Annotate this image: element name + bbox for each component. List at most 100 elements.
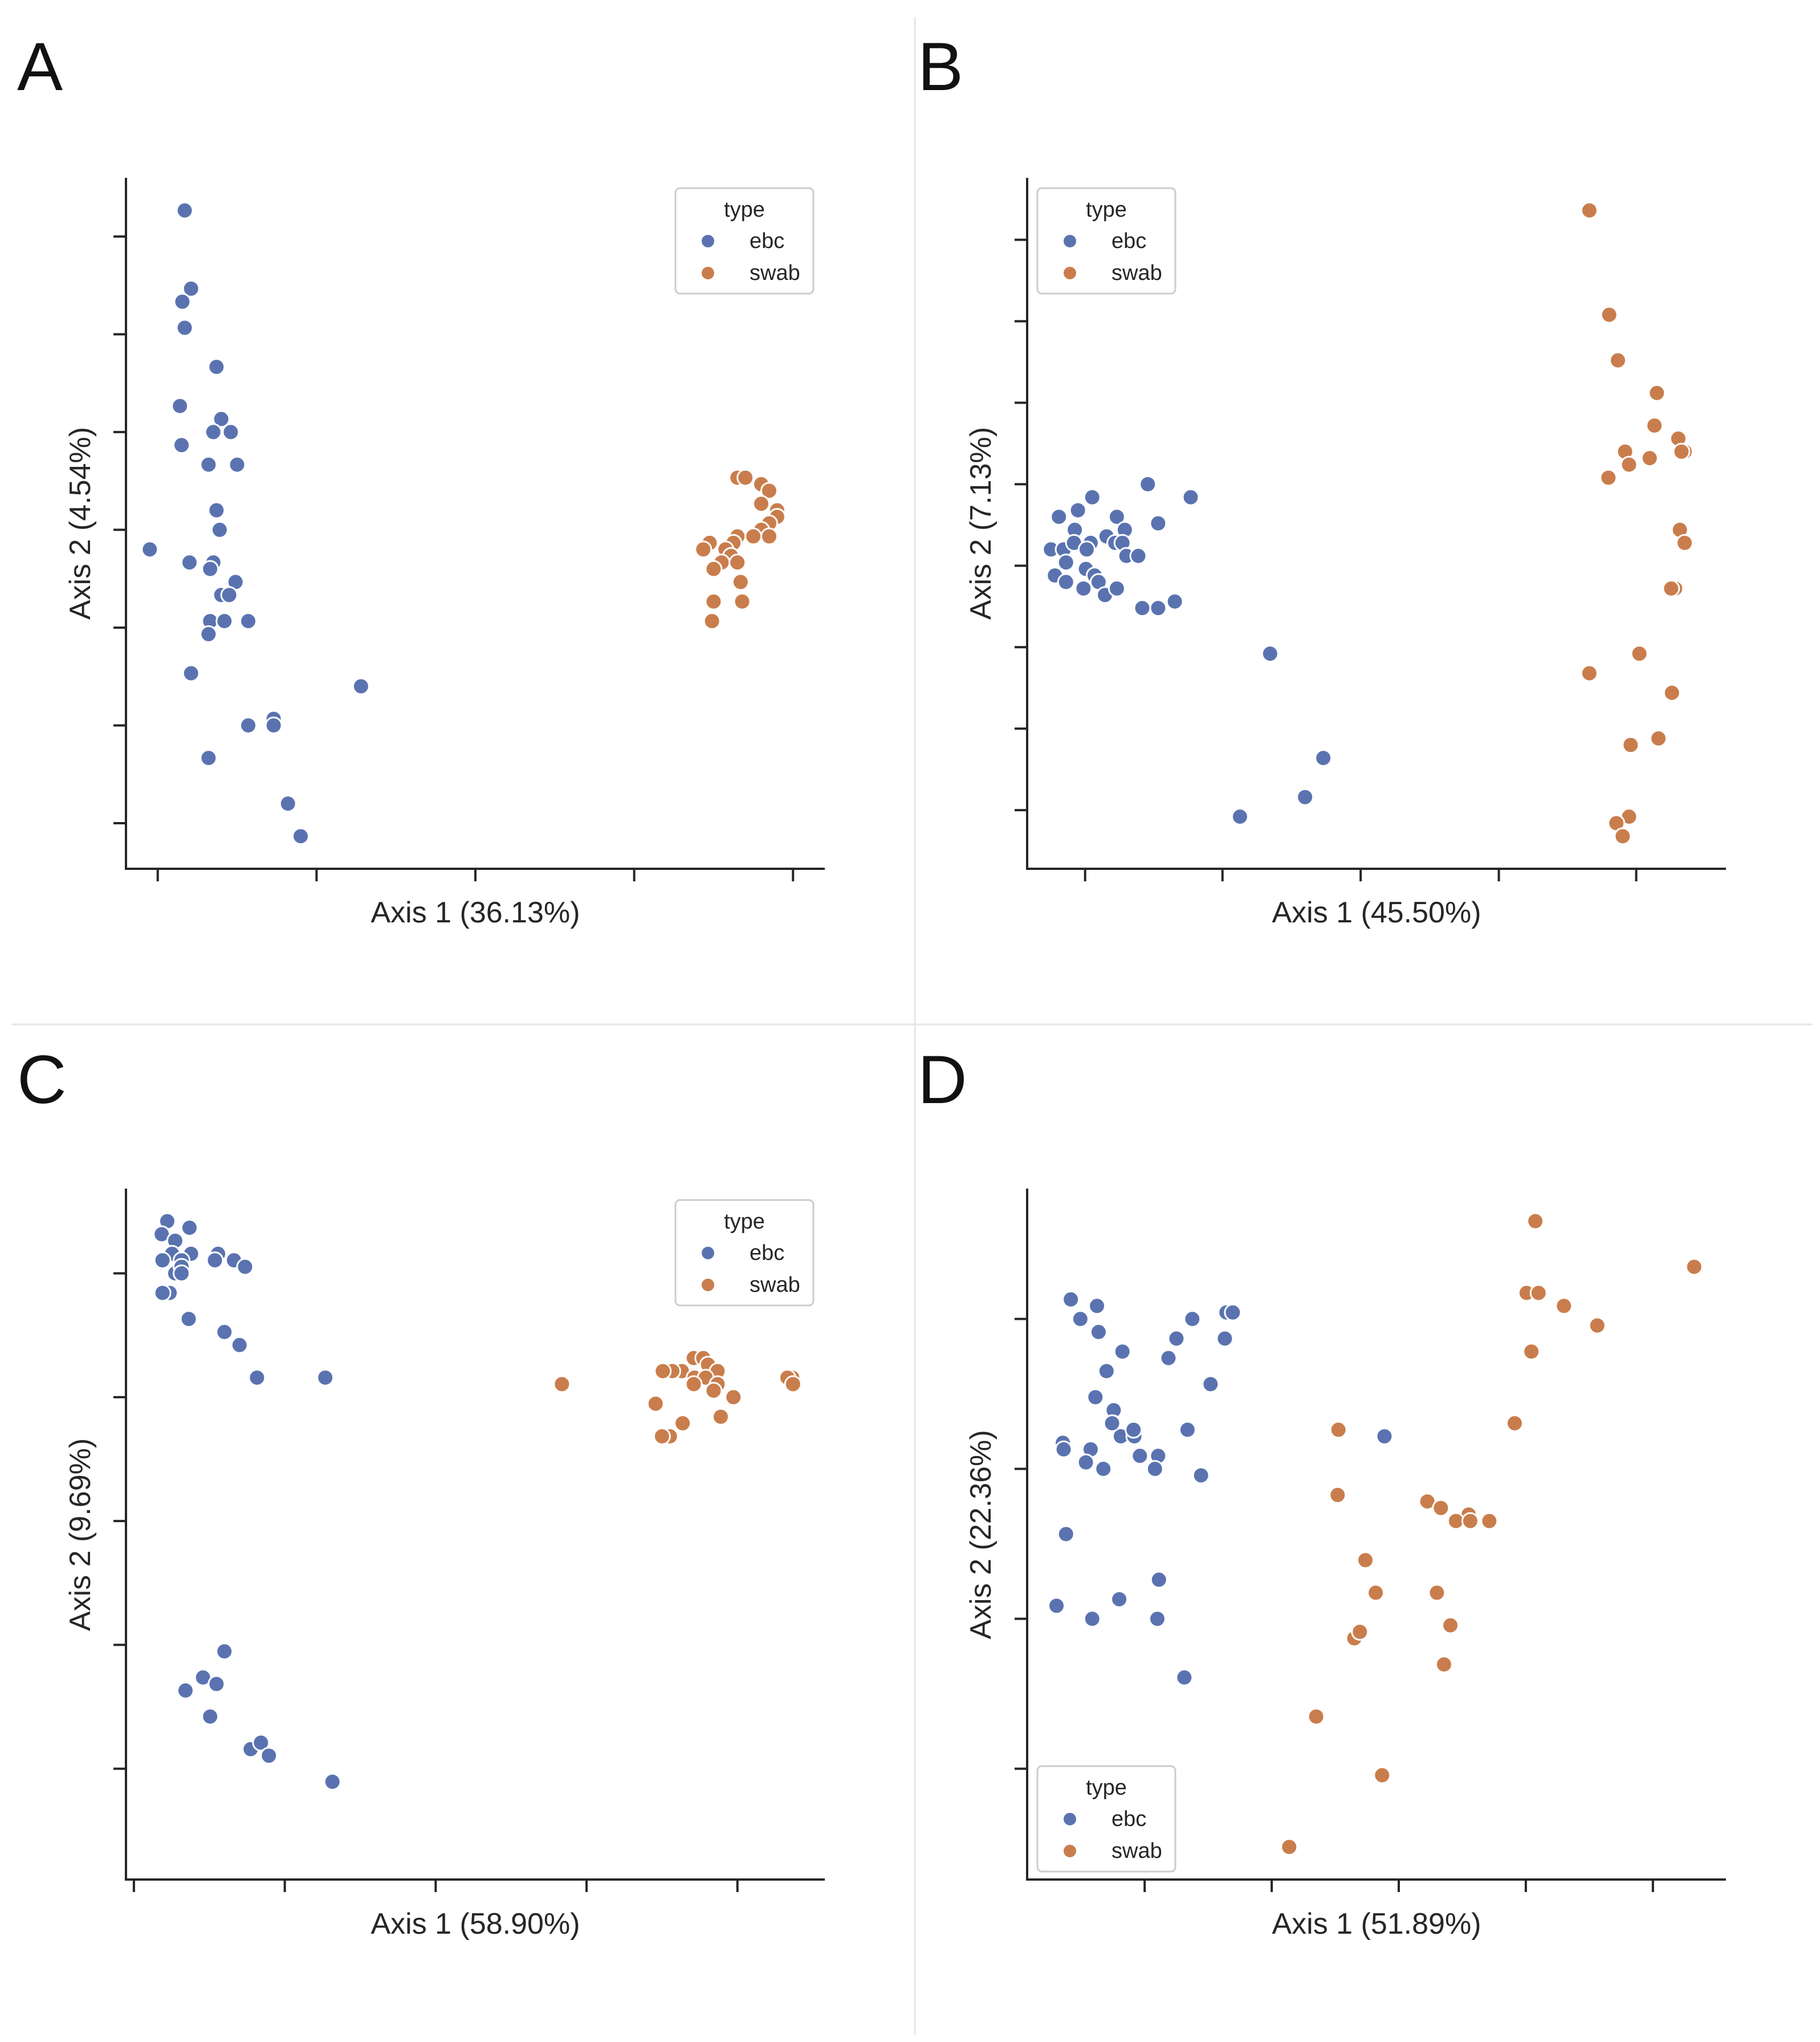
- panel-a: A Axis 1 (36.13%) Axis 2 (4.54%) type eb…: [17, 29, 825, 929]
- panel-a-legend-title: type: [724, 198, 765, 222]
- panel-b-swab-point-3: [1648, 384, 1666, 402]
- panel-d-swab-point-16: [1356, 1551, 1374, 1569]
- panel-d-legend-ebc: ebc: [1111, 1807, 1146, 1831]
- panel-b-axes: [1026, 178, 1726, 870]
- panel-c-legend-swab-marker: [701, 1278, 715, 1292]
- panel-b-ebc-point-16: [1077, 540, 1096, 559]
- panel-d-ebc-point-29: [1131, 1447, 1149, 1465]
- panel-c-ebc-point-8: [236, 1258, 254, 1276]
- panel-d-ylabel: Axis 2 (22.36%): [964, 1430, 997, 1639]
- panel-b-ebc-point-31: [1261, 645, 1279, 663]
- panel-a-ebc-point-17: [201, 560, 219, 578]
- panel-a-ebc-point-29: [264, 716, 283, 734]
- panel-d-swab-point-8: [1329, 1421, 1347, 1439]
- panel-d-swab-point-0: [1526, 1212, 1545, 1230]
- panel-b-swab-point-8: [1640, 449, 1659, 467]
- panel-a-swab-point-4: [752, 495, 771, 513]
- panel-c-swab-point-9: [654, 1362, 672, 1380]
- panel-a-ebc-point-11: [228, 455, 246, 474]
- panel-a-ebc-point-23: [239, 612, 258, 631]
- panel-a-swab-point-9: [744, 527, 763, 546]
- panel-d-ebc-point-0: [1062, 1290, 1080, 1308]
- panel-d-ebc-point-11: [1097, 1362, 1115, 1380]
- panel-d-ebc-point-25: [1054, 1440, 1073, 1458]
- panel-a-swab-point-1: [736, 469, 755, 487]
- panel-c-ebc-point-23: [176, 1681, 194, 1699]
- panel-a-legend: type ebc swab: [674, 187, 815, 295]
- panel-d-ebc-point-21: [1178, 1421, 1196, 1439]
- panel-b-ebc-point-27: [1108, 579, 1126, 597]
- panel-a-ebc-point-3: [176, 319, 194, 337]
- panel-b-ebc-point-34: [1231, 808, 1249, 826]
- panel-d-swab-point-14: [1461, 1512, 1479, 1530]
- panel-a-legend-ebc-marker: [701, 234, 715, 249]
- panel-d-xlabel: Axis 1 (51.89%): [1272, 1907, 1481, 1941]
- panel-a-swab-point-19: [705, 560, 723, 578]
- panel-c-xlabel: Axis 1 (58.90%): [370, 1907, 580, 1941]
- panel-b-xlabel: Axis 1 (45.50%): [1272, 896, 1481, 929]
- panel-b-legend-title: type: [1086, 198, 1127, 222]
- panel-c-ebc-point-19: [230, 1336, 249, 1354]
- panel-b-swab-point-13: [1676, 534, 1694, 552]
- panel-d-swab-point-1: [1685, 1258, 1703, 1276]
- panel-a-ebc-point-15: [180, 554, 198, 572]
- panel-b-ebc-point-32: [1314, 749, 1333, 767]
- panel-c-swab-point-15: [685, 1375, 703, 1393]
- panel-c-ylabel: Axis 2 (9.69%): [64, 1438, 97, 1631]
- panel-d-ebc-point-32: [1048, 1597, 1066, 1615]
- panel-a-ylabel: Axis 2 (4.54%): [64, 427, 97, 620]
- panel-d-swab-point-9: [1329, 1486, 1347, 1504]
- panel-b-ebc-point-18: [1129, 547, 1147, 565]
- panel-c-swab-point-12: [784, 1375, 802, 1393]
- panel-a-ebc-point-32: [292, 827, 310, 845]
- panel-d-swab-point-23: [1307, 1707, 1325, 1726]
- panel-c-ebc-point-25: [207, 1675, 226, 1693]
- panel-d-ebc-point-10: [1113, 1343, 1131, 1361]
- panel-c-ebc-point-28: [252, 1734, 270, 1752]
- panel-d-ebc-point-26: [1077, 1453, 1095, 1471]
- panel-d-swab-point-5: [1588, 1316, 1606, 1335]
- panel-a-swab-point-21: [705, 592, 723, 611]
- panel-d-ebc-point-20: [1375, 1427, 1394, 1445]
- panel-d-ebc-point-27: [1094, 1460, 1113, 1478]
- panel-d-legend-title: type: [1086, 1776, 1127, 1800]
- panel-a-ebc-point-31: [279, 795, 297, 813]
- panel-c-ebc-point-14: [173, 1264, 191, 1283]
- panel-d-ebc-point-28: [1146, 1460, 1164, 1478]
- panel-c-ebc-point-30: [323, 1772, 341, 1791]
- panel-a-ebc-point-8: [222, 423, 240, 441]
- panel-c-ebc-point-18: [215, 1323, 234, 1341]
- panel-b-legend: type ebc swab: [1036, 187, 1176, 295]
- panel-a-ebc-point-20: [220, 586, 238, 604]
- panel-d-ebc-point-6: [1089, 1323, 1108, 1341]
- panel-a-ebc-point-30: [199, 749, 218, 767]
- panel-b-swab-point-20: [1622, 736, 1640, 754]
- panel-a-ebc-point-24: [199, 625, 218, 643]
- panel-a-ebc-point-2: [173, 292, 192, 311]
- panel-b-legend-swab: swab: [1111, 261, 1162, 285]
- panel-b-letter: B: [918, 29, 963, 105]
- panel-c-ebc-point-1: [180, 1219, 198, 1237]
- panel-d-ebc-point-9: [1159, 1349, 1178, 1367]
- panel-b-swab-point-15: [1662, 579, 1680, 597]
- panel-a-legend-swab-marker: [701, 266, 715, 280]
- panel-c-swab-point-18: [711, 1408, 730, 1426]
- panel-b-legend-ebc-marker: [1062, 234, 1077, 249]
- panel-b-ebc-point-2: [1083, 488, 1101, 506]
- panel-c-swab-point-17: [646, 1394, 665, 1413]
- panel-b-ebc-point-25: [1074, 579, 1093, 597]
- panel-d-swab-point-19: [1442, 1616, 1460, 1634]
- panel-c-legend: type ebc swab: [674, 1199, 815, 1307]
- panel-c-axes: [125, 1189, 825, 1881]
- panel-d-legend-swab: swab: [1111, 1839, 1162, 1863]
- panel-d-swab-point-15: [1480, 1512, 1499, 1530]
- panel-b-legend-swab-marker: [1062, 266, 1077, 280]
- panel-c-swab-point-0: [553, 1375, 571, 1393]
- panel-a-ebc-point-26: [352, 677, 370, 695]
- panel-d-ebc-point-19: [1125, 1421, 1143, 1439]
- panel-d-swab-point-21: [1351, 1623, 1369, 1641]
- panel-d-swab-point-12: [1432, 1499, 1450, 1517]
- panel-b-ylabel: Axis 2 (7.13%): [964, 427, 997, 620]
- panel-a-ebc-point-14: [141, 540, 159, 559]
- panel-d-swab-point-6: [1522, 1343, 1541, 1361]
